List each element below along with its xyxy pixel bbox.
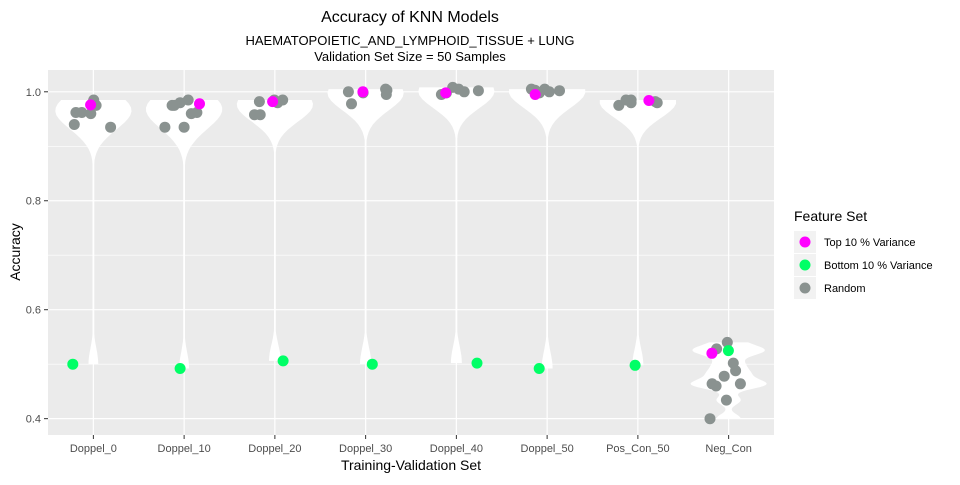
x-tick-label: Doppel_40: [430, 443, 483, 455]
legend: Feature Set Top 10 % Variance Bottom 10 %…: [794, 208, 933, 299]
y-tick-label: 1.0: [26, 87, 41, 99]
point-random: [249, 109, 260, 121]
points-layer: [67, 81, 746, 425]
y-tick-label: 0.8: [26, 196, 41, 208]
x-tick-label: Doppel_10: [158, 443, 211, 455]
point-random: [718, 370, 730, 382]
x-tick-label: Neg_Con: [705, 443, 751, 455]
point-random: [620, 94, 632, 106]
x-tick-label: Doppel_50: [521, 443, 574, 455]
legend-marker-bottom-10-variance: [799, 259, 811, 271]
point-random: [710, 380, 722, 392]
point-bottom-10-variance: [277, 355, 289, 367]
point-bottom-10-variance: [629, 359, 641, 371]
point-random: [734, 378, 746, 390]
point-random: [554, 85, 565, 97]
point-top-10-variance: [194, 98, 205, 110]
y-tick-label: 0.6: [26, 305, 41, 317]
point-bottom-10-variance: [174, 363, 186, 374]
chart-subtitle-line1: HAEMATOPOIETIC_AND_LYMPHOID_TISSUE + LUN…: [245, 33, 574, 48]
x-tick-label: Doppel_30: [339, 443, 392, 455]
y-tick-label: 0.4: [26, 414, 41, 426]
violin-doppel-10: [146, 100, 223, 369]
x-axis: Doppel_0 Doppel_10 Doppel_20 Doppel_30 Doppe…: [70, 435, 752, 455]
legend-label-bottom-10-variance: Bottom 10 % Variance: [824, 260, 933, 272]
point-random: [342, 86, 354, 98]
violin-doppel-40: [418, 87, 495, 364]
point-random: [85, 108, 97, 120]
point-top-10-variance: [529, 89, 541, 100]
violin-pos-con-50: [599, 100, 676, 366]
point-random: [730, 365, 742, 377]
point-random: [178, 121, 190, 133]
point-random: [720, 394, 732, 406]
point-random: [159, 121, 171, 133]
y-axis: 0.4 0.6 0.8 1.0: [26, 87, 48, 426]
x-tick-label: Pos_Con_50: [606, 443, 670, 455]
point-random: [346, 98, 357, 110]
point-bottom-10-variance: [722, 345, 734, 357]
point-top-10-variance: [706, 347, 718, 359]
chart-title: Accuracy of KNN Models: [321, 9, 499, 26]
point-random: [76, 107, 88, 118]
point-bottom-10-variance: [67, 358, 79, 370]
point-random: [253, 96, 265, 108]
violin-doppel-50: [509, 89, 586, 369]
legend-marker-random: [799, 282, 811, 294]
point-random: [704, 413, 716, 425]
violin-doppel-30: [327, 89, 404, 365]
legend-label-random: Random: [824, 283, 866, 295]
point-random: [68, 119, 80, 130]
point-top-10-variance: [85, 99, 97, 111]
x-tick-label: Doppel_0: [70, 443, 117, 455]
legend-label-top-10-variance: Top 10 % Variance: [824, 237, 916, 249]
legend-title: Feature Set: [794, 208, 867, 224]
violin-layer: [55, 87, 767, 419]
x-axis-label: Training-Validation Set: [341, 457, 481, 473]
y-axis-label: Accuracy: [7, 223, 23, 281]
violin-neg-con: [690, 342, 767, 419]
violin-doppel-0: [55, 100, 132, 365]
point-top-10-variance: [643, 95, 655, 106]
point-random: [105, 121, 117, 133]
point-random: [185, 108, 197, 120]
point-random: [472, 85, 484, 97]
point-random: [721, 336, 733, 348]
point-random: [380, 89, 392, 100]
legend-marker-top-10-variance: [799, 236, 811, 248]
violin-doppel-20: [236, 100, 313, 361]
point-bottom-10-variance: [471, 357, 483, 369]
chart-subtitle-line2: Validation Set Size = 50 Samples: [314, 49, 506, 64]
point-top-10-variance: [440, 87, 452, 99]
point-top-10-variance: [267, 96, 279, 108]
point-top-10-variance: [357, 86, 369, 98]
point-random: [543, 86, 555, 98]
point-random: [458, 86, 470, 98]
x-tick-label: Doppel_20: [248, 443, 301, 455]
point-bottom-10-variance: [533, 363, 545, 374]
point-bottom-10-variance: [366, 358, 378, 370]
point-random: [166, 99, 178, 111]
